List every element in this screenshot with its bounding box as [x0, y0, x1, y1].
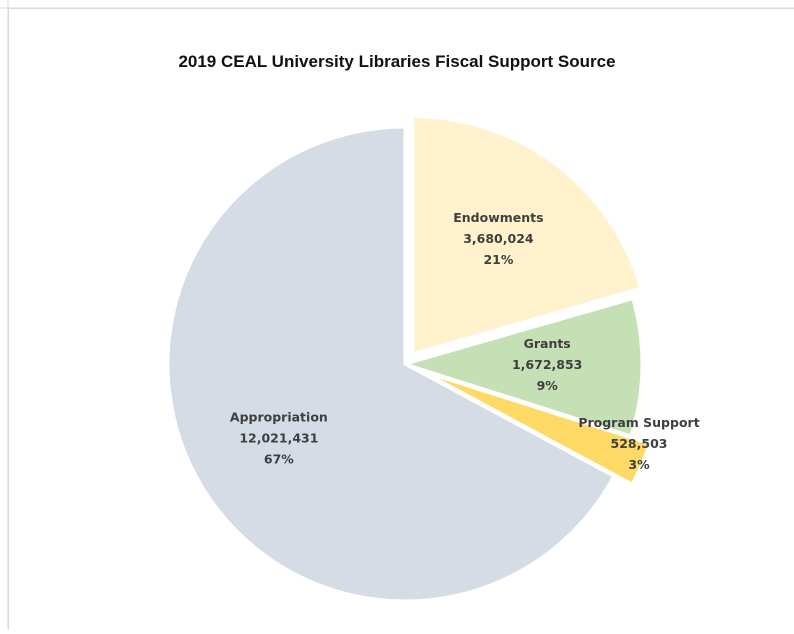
- pie-label-name-program-support: Program Support: [578, 415, 699, 430]
- pie-labels: Endowments 3,680,024 21% Grants 1,672,853 9% P…: [230, 210, 700, 472]
- pie-label-value-endowments: 3,680,024: [463, 231, 534, 246]
- pie-label-percent-program-support: 3%: [628, 457, 650, 472]
- pie-label-name-grants: Grants: [524, 336, 571, 351]
- pie-label-value-grants: 1,672,853: [512, 357, 582, 372]
- pie-label-name-appropriation: Appropriation: [230, 409, 328, 424]
- pie-slice-grants[interactable]: [399, 296, 644, 438]
- pie-slice-program-support[interactable]: [422, 370, 652, 487]
- pie-label-percent-grants: 9%: [537, 378, 559, 393]
- chart-title: 2019 CEAL University Libraries Fiscal Su…: [178, 52, 616, 71]
- pie-slice-appropriation[interactable]: [166, 125, 616, 603]
- pie-label-percent-endowments: 21%: [483, 252, 513, 267]
- pie-label-value-program-support: 528,503: [611, 436, 668, 451]
- pie-slices: [166, 115, 652, 603]
- pie-slice-endowments[interactable]: [411, 115, 643, 356]
- pie-label-name-endowments: Endowments: [453, 210, 543, 225]
- pie-label-value-appropriation: 12,021,431: [239, 430, 318, 445]
- pie-label-percent-appropriation: 67%: [264, 451, 294, 466]
